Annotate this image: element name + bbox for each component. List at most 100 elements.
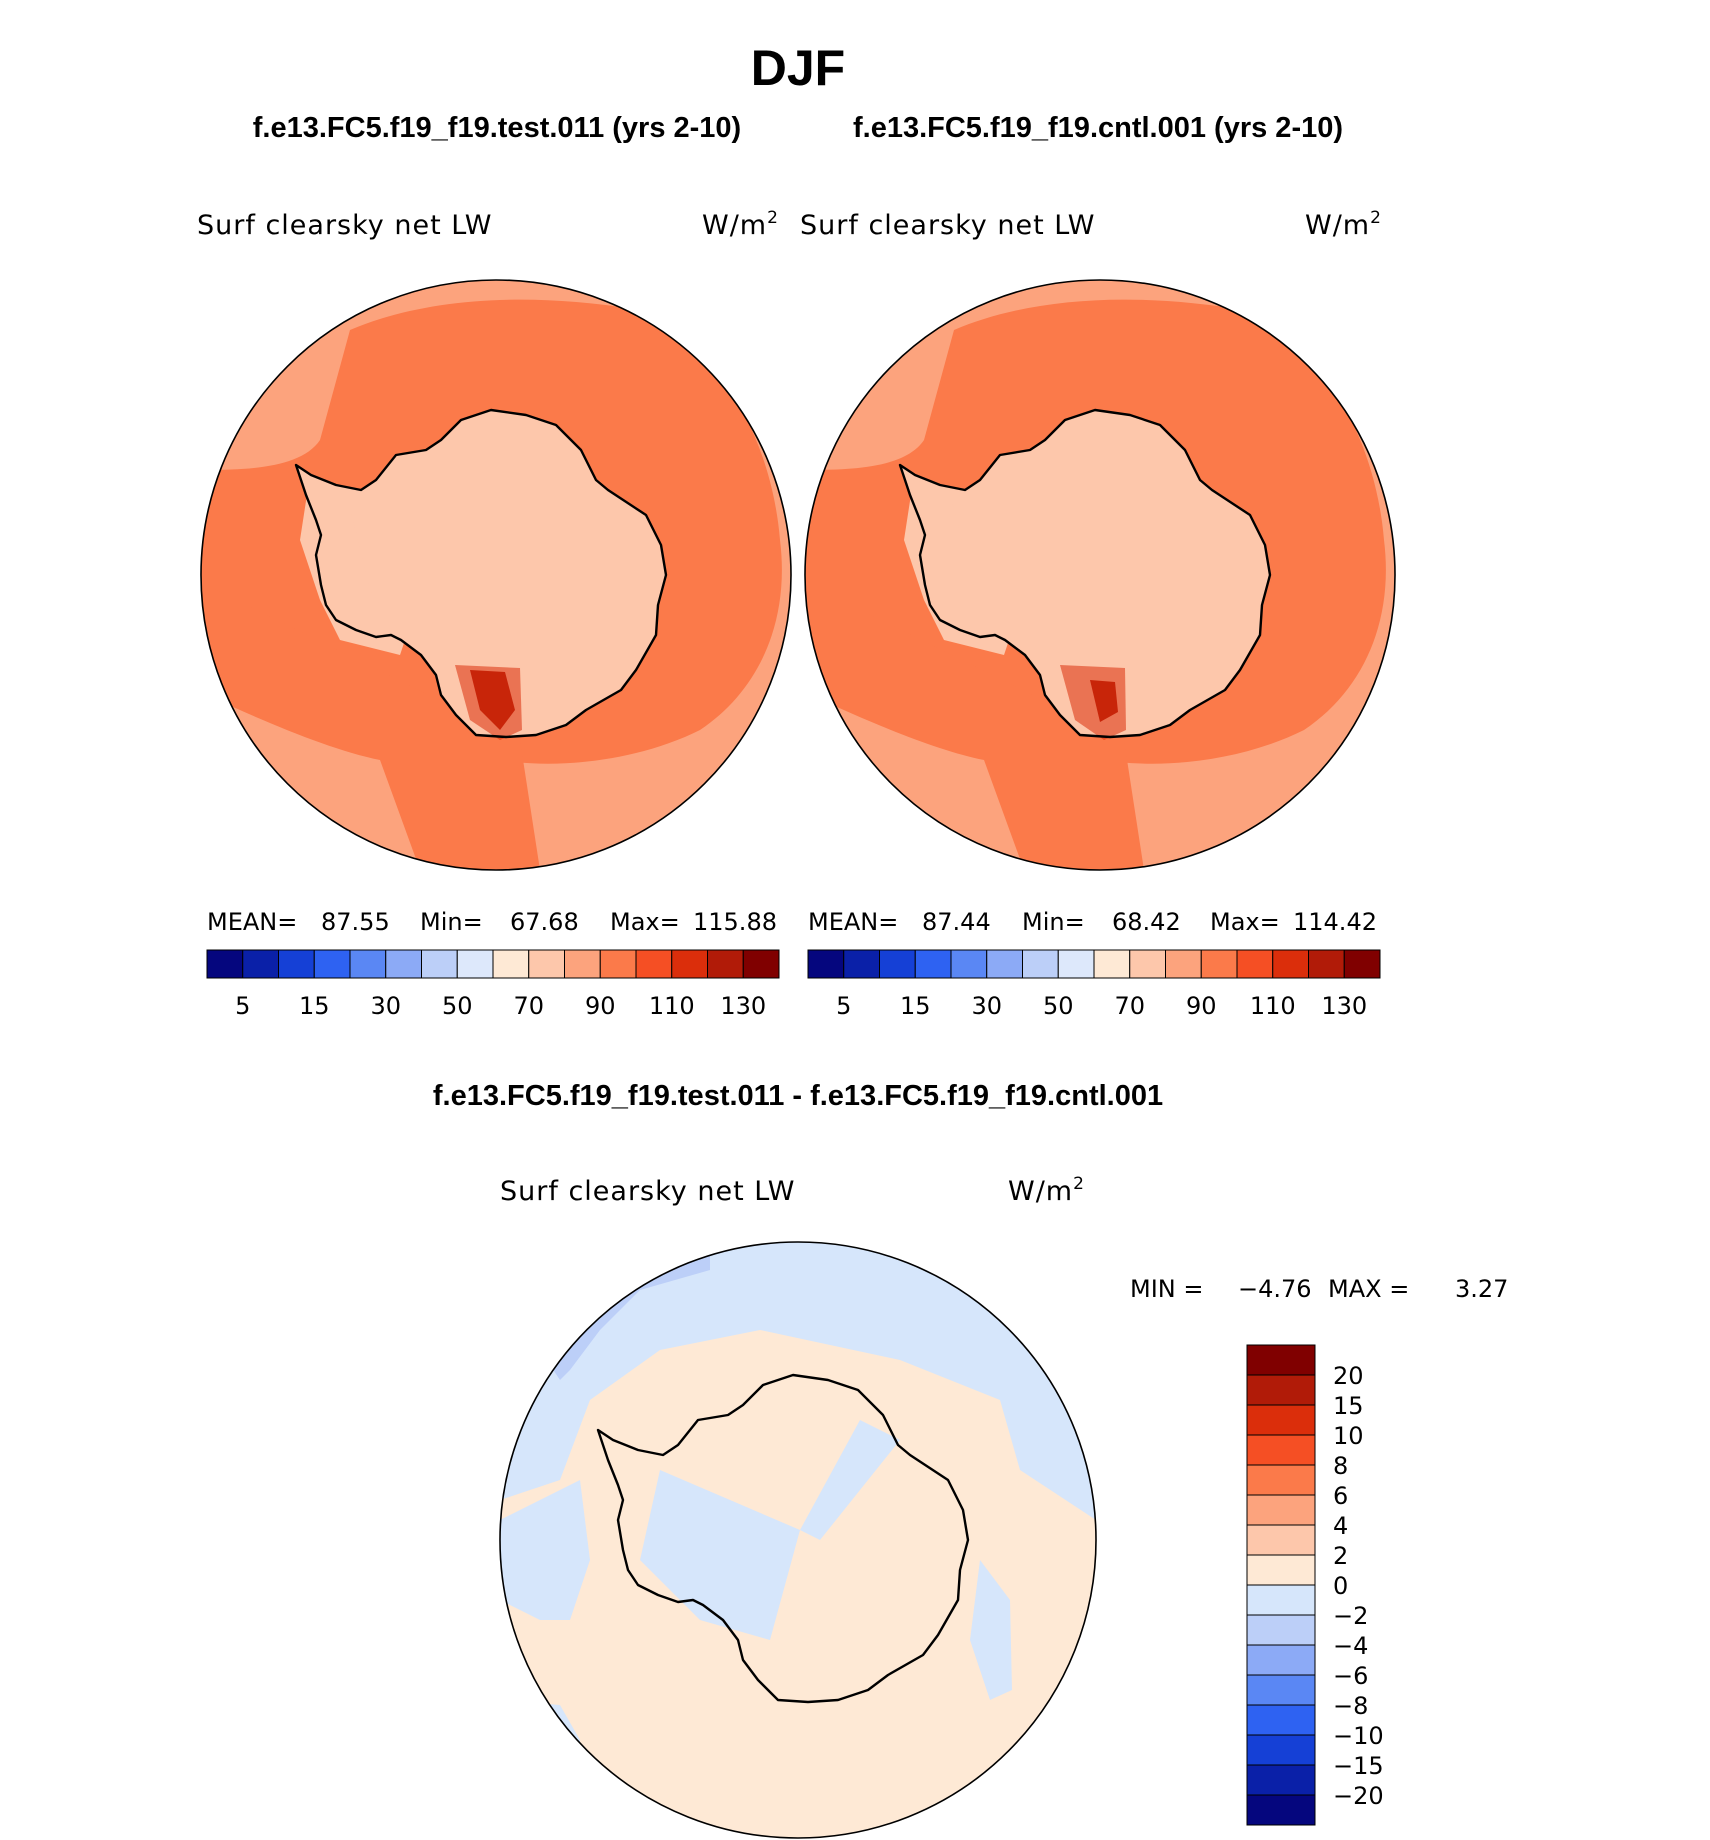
colorbar-tick-label: 5 — [836, 992, 851, 1020]
colorbar-tick-label: 90 — [1186, 992, 1217, 1020]
diff-map-negative-south — [500, 1700, 580, 1838]
colorbar-swatch — [843, 949, 880, 979]
colorbar-swatch — [1129, 949, 1166, 979]
panel-cntl-mean-label: MEAN= — [808, 908, 898, 936]
colorbar-swatch — [564, 949, 601, 979]
colorbar-swatch — [707, 949, 744, 979]
panel-diff-map-border — [499, 1241, 1097, 1839]
panel-cntl-map-border — [804, 279, 1396, 871]
panel-test-mean-label: MEAN= — [207, 908, 297, 936]
colorbar-swatch — [456, 949, 494, 979]
colorbar-swatch — [1246, 1674, 1316, 1706]
colorbar-tick-label: 90 — [585, 992, 616, 1020]
colorbar-swatch — [242, 949, 279, 979]
panel-cntl-mean-value: 87.44 — [922, 908, 991, 936]
colorbar-swatch — [1093, 949, 1131, 979]
colorbar-tick-label: 20 — [1333, 1362, 1364, 1390]
panel-cntl-min-value: 68.42 — [1112, 908, 1181, 936]
colorbar-swatch — [1246, 1764, 1316, 1796]
panel-test-case-title: f.e13.FC5.f19_f19.test.011 (yrs 2-10) — [253, 112, 741, 144]
colorbar-swatch — [1246, 1794, 1316, 1826]
colorbar-tick-label: −8 — [1333, 1692, 1368, 1720]
colorbar-swatch — [671, 949, 708, 979]
colorbar-tick-label: −4 — [1333, 1632, 1368, 1660]
colorbar-tick-label: 110 — [649, 992, 695, 1020]
colorbar-tick-label: 110 — [1250, 992, 1296, 1020]
colorbar-tick-label: 30 — [370, 992, 401, 1020]
panel-cntl-stats: MEAN= 87.44 Min= 68.42 Max= 114.42 — [808, 908, 1377, 936]
colorbar-swatch — [1246, 1644, 1316, 1676]
panel-cntl-colorbar: 5 15 30 50 70 90 110 130 — [807, 949, 1381, 1020]
panel-test-map — [201, 280, 791, 870]
colorbar-swatch — [1246, 1494, 1316, 1526]
panel-test-units-label: W/m2 — [702, 208, 779, 241]
colorbar-swatch — [599, 949, 637, 979]
colorbar-tick-label: 15 — [1333, 1392, 1364, 1420]
colorbar-swatch — [986, 949, 1023, 979]
colorbar-swatch — [313, 949, 351, 979]
colorbar-swatch — [1236, 949, 1274, 979]
panel-cntl-map — [805, 280, 1395, 870]
panel-diff-variable-label: Surf clearsky net LW — [500, 1176, 796, 1207]
panel-test-mean-value: 87.55 — [321, 908, 390, 936]
colorbar-tick-label: −10 — [1333, 1722, 1384, 1750]
colorbar-tick-label: 8 — [1333, 1452, 1348, 1480]
colorbar-tick-label: 0 — [1333, 1572, 1348, 1600]
panel-test: f.e13.FC5.f19_f19.test.011 (yrs 2-10) Su… — [197, 112, 792, 1020]
panel-test-stats: MEAN= 87.55 Min= 67.68 Max= 115.88 — [207, 908, 777, 936]
colorbar-tick-label: 130 — [1321, 992, 1367, 1020]
peninsula-fill — [904, 475, 1009, 655]
colorbar-swatch — [1343, 949, 1381, 979]
colorbar-tick-label: 50 — [442, 992, 473, 1020]
panel-cntl-case-title: f.e13.FC5.f19_f19.cntl.001 (yrs 2-10) — [853, 112, 1343, 144]
colorbar-swatch — [1308, 949, 1345, 979]
colorbar-swatch — [1246, 1704, 1316, 1736]
colorbar-swatch — [1165, 949, 1202, 979]
colorbar-swatch — [742, 949, 780, 979]
colorbar-swatch — [1246, 1524, 1316, 1556]
panel-cntl-min-label: Min= — [1022, 908, 1085, 936]
figure-title: DJF — [751, 40, 845, 96]
colorbar-swatch — [1246, 1614, 1316, 1646]
colorbar-swatch — [1246, 1404, 1316, 1436]
diff-map-negative-arm — [970, 1560, 1012, 1700]
colorbar-tick-label: −6 — [1333, 1662, 1368, 1690]
panel-diff-units-label: W/m2 — [1008, 1174, 1085, 1207]
panel-cntl-max-label: Max= — [1210, 908, 1280, 936]
colorbar-swatch — [1022, 949, 1059, 979]
colorbar-swatch — [528, 949, 565, 979]
colorbar-swatch — [385, 949, 422, 979]
panel-diff-min-value: −4.76 — [1238, 1275, 1312, 1303]
colorbar-tick-label: 6 — [1333, 1482, 1348, 1510]
colorbar-tick-label: 130 — [720, 992, 766, 1020]
panel-diff-case-title: f.e13.FC5.f19_f19.test.011 - f.e13.FC5.f… — [433, 1080, 1163, 1112]
colorbar-tick-label: 50 — [1043, 992, 1074, 1020]
colorbar-tick-label: 70 — [1114, 992, 1145, 1020]
panel-cntl-max-value: 114.42 — [1293, 908, 1377, 936]
colorbar-swatch — [206, 949, 244, 979]
map-mid-ring-lower — [805, 580, 1144, 870]
colorbar-swatch — [1272, 949, 1309, 979]
colorbar-swatch — [1057, 949, 1095, 979]
colorbar-tick-label: 30 — [971, 992, 1002, 1020]
colorbar-swatch — [1246, 1734, 1316, 1766]
colorbar-swatch — [1246, 1344, 1316, 1376]
panel-diff-map — [500, 1242, 1096, 1838]
colorbar-tick-label: −20 — [1333, 1782, 1384, 1810]
panel-test-max-value: 115.88 — [693, 908, 777, 936]
diff-continent-negative-wedge-2 — [800, 1420, 900, 1540]
colorbar-tick-label: 4 — [1333, 1512, 1348, 1540]
colorbar-swatch — [421, 949, 458, 979]
colorbar-swatch — [1200, 949, 1238, 979]
colorbar-tick-label: 15 — [900, 992, 931, 1020]
colorbar-swatch — [1246, 1464, 1316, 1496]
panel-diff-max-value: 3.27 — [1455, 1275, 1508, 1303]
colorbar-tick-label: 10 — [1333, 1422, 1364, 1450]
panel-test-max-label: Max= — [610, 908, 680, 936]
colorbar-swatch — [635, 949, 673, 979]
colorbar-swatch — [950, 949, 988, 979]
panel-test-variable-label: Surf clearsky net LW — [197, 210, 493, 241]
colorbar-swatch — [1246, 1584, 1316, 1616]
map-mid-ring-lower — [201, 580, 540, 870]
